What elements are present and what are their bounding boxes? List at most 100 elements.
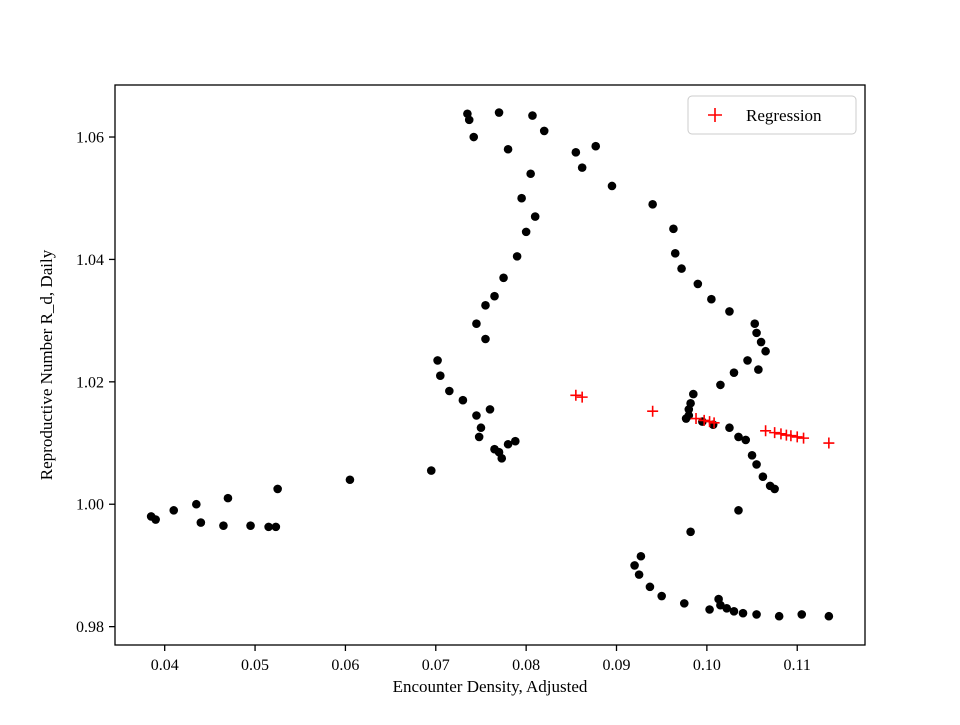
data-point <box>761 346 770 356</box>
data-point <box>481 301 490 310</box>
data-point <box>770 484 779 494</box>
data-point <box>729 368 739 377</box>
x-tick-label: 0.10 <box>693 657 721 674</box>
legend-box <box>687 95 857 135</box>
data-point <box>722 603 732 613</box>
data-point <box>630 561 639 570</box>
regression-point <box>708 417 720 429</box>
data-point <box>476 423 486 433</box>
x-tick-label: 0.07 <box>422 657 450 674</box>
data-point <box>474 432 484 442</box>
data-point <box>526 169 535 179</box>
data-point <box>591 141 601 151</box>
data-point <box>648 200 657 209</box>
data-point <box>503 439 513 449</box>
data-point <box>151 515 160 524</box>
data-point <box>345 475 355 485</box>
data-point <box>517 193 526 203</box>
plot-frame <box>114 84 866 646</box>
y-tick-label: 0.98 <box>76 619 104 636</box>
data-point <box>530 212 540 221</box>
data-point <box>686 527 695 537</box>
x-tick-label: 0.05 <box>241 657 269 674</box>
regression-point <box>791 431 803 443</box>
data-point <box>725 423 734 433</box>
data-point <box>707 294 716 304</box>
x-tick-label: 0.04 <box>151 657 179 674</box>
data-point <box>774 611 784 621</box>
y-tick-label: 1.04 <box>76 252 104 269</box>
data-point <box>436 371 445 381</box>
data-point <box>196 518 206 527</box>
data-point <box>634 570 644 579</box>
data-point <box>734 432 743 442</box>
legend: Regression <box>687 95 857 135</box>
data-point <box>741 435 751 445</box>
data-point <box>684 405 694 414</box>
regression-legend-marker <box>708 108 722 122</box>
regression-point <box>690 413 702 425</box>
data-point <box>445 386 454 396</box>
data-point <box>729 607 739 616</box>
data-point <box>752 328 761 338</box>
data-point <box>528 111 537 120</box>
data-point <box>747 450 757 460</box>
x-axis-label: Encounter Density, Adjusted <box>393 677 588 696</box>
axes: 0.04 0.05 0.06 0.07 0.08 0.09 0.10 0.11 0.98 1.00… <box>76 84 866 674</box>
data-point <box>499 273 508 283</box>
data-point <box>681 414 691 423</box>
data-point <box>669 224 678 234</box>
data-point <box>754 365 763 374</box>
regression-point <box>570 389 582 401</box>
data-point <box>689 389 698 399</box>
data-point <box>472 411 481 420</box>
data-point <box>458 395 468 405</box>
data-point <box>485 405 495 414</box>
regression-point <box>647 405 659 417</box>
y-tick-label: 1.06 <box>76 130 104 147</box>
legend-label: Regression <box>746 106 822 125</box>
data-points <box>146 108 835 621</box>
data-point <box>264 522 273 532</box>
data-point <box>738 608 748 618</box>
data-point <box>716 380 725 390</box>
data-point <box>490 291 499 301</box>
data-point <box>223 493 233 503</box>
data-point <box>670 249 680 258</box>
data-point <box>750 319 760 328</box>
y-tick-label: 1.00 <box>76 497 104 514</box>
data-point <box>725 307 734 316</box>
regression-point <box>698 414 710 426</box>
x-tick-label: 0.11 <box>784 657 811 674</box>
data-point <box>734 506 743 515</box>
data-point <box>539 126 549 136</box>
data-point <box>645 582 655 592</box>
data-point <box>192 499 201 509</box>
data-point <box>481 334 490 344</box>
data-point <box>503 144 513 154</box>
data-point <box>797 610 807 619</box>
data-point <box>824 611 834 621</box>
data-point <box>472 319 481 328</box>
regression-point <box>785 430 797 442</box>
regression-point <box>704 416 716 428</box>
data-point <box>464 115 474 125</box>
regression-point <box>798 432 810 444</box>
data-point <box>677 264 686 273</box>
x-tick-label: 0.09 <box>603 657 631 674</box>
regression-point <box>823 437 835 449</box>
data-point <box>511 436 520 446</box>
data-point <box>469 132 479 142</box>
data-point <box>219 521 228 530</box>
data-point <box>743 356 752 365</box>
data-point <box>756 337 766 347</box>
data-point <box>433 356 442 365</box>
data-point <box>679 599 689 608</box>
data-point <box>693 279 703 289</box>
data-point <box>271 522 281 532</box>
data-point <box>607 181 617 191</box>
data-point <box>497 454 507 463</box>
data-point <box>426 466 436 475</box>
